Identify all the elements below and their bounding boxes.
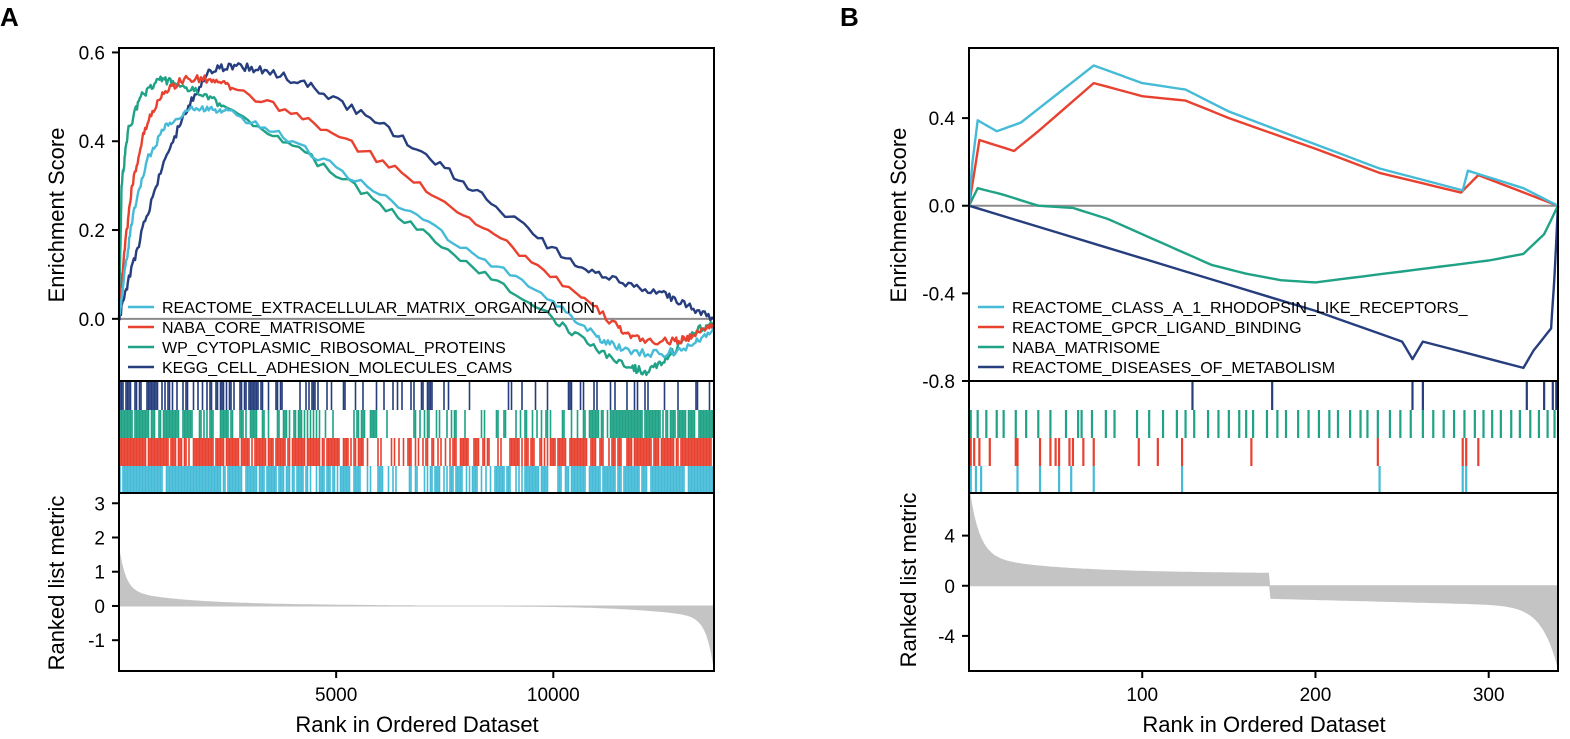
legend-entry: REACTOME_GPCR_LIGAND_BINDING (1012, 320, 1302, 337)
legend-entry: NABA_CORE_MATRISOME (162, 320, 365, 337)
panel-a-metric-layer (118, 549, 715, 668)
metric-ytick-label: 1 (94, 563, 105, 584)
metric-ytick-label: 0 (944, 577, 955, 598)
rug-row-reactome-extracellular-matrix-organization (119, 466, 714, 493)
rug-row-reactome-class-a-1-rhodopsin-like-receptors- (969, 466, 1468, 493)
panel-b-es-ylabel: Enrichment Score (886, 128, 911, 303)
es-curve-naba-matrisome (967, 187, 1560, 284)
panel-a-es-layer (117, 62, 716, 377)
es-ytick-label: 0.2 (79, 221, 105, 242)
ranked-metric-area (118, 549, 715, 668)
es-ytick-label: -0.4 (922, 284, 955, 305)
metric-ytick-label: 4 (944, 527, 955, 548)
es-ytick-label: 0.0 (79, 310, 105, 331)
rug-row-wp-cytoplasmic-ribosomal-proteins (119, 410, 714, 438)
panel-a-legend: REACTOME_EXTRACELLULAR_MATRIX_ORGANIZATI… (128, 300, 595, 377)
metric-ytick-label: 2 (94, 529, 105, 550)
xtick-label: 300 (1473, 685, 1505, 706)
metric-ytick-label: 0 (94, 597, 105, 618)
rug-plot-frame (968, 380, 1559, 494)
metric-ytick-label: -4 (938, 627, 955, 648)
es-curve-naba-core-matrisome (117, 74, 716, 346)
legend-entry: REACTOME_EXTRACELLULAR_MATRIX_ORGANIZATI… (162, 300, 595, 317)
panel-b-es-layer (967, 64, 1560, 370)
es-curve-wp-cytoplasmic-ribosomal-proteins (117, 75, 715, 377)
legend-entry: REACTOME_CLASS_A_1_RHODOPSIN_LIKE_RECEPT… (1012, 300, 1469, 317)
legend-entry: KEGG_CELL_ADHESION_MOLECULES_CAMS (162, 360, 512, 377)
panel-b-metric-ylabel: Ranked list metric (896, 493, 921, 668)
rug-row-kegg-cell-adhesion-molecules-cams (119, 382, 711, 410)
panel-b-legend: REACTOME_CLASS_A_1_RHODOPSIN_LIKE_RECEPT… (978, 300, 1469, 377)
legend-entry: REACTOME_DISEASES_OF_METABOLISM (1012, 360, 1335, 377)
xtick-label: 200 (1300, 685, 1332, 706)
panel-b-metric-layer (968, 487, 1559, 668)
metric-ytick-label: -1 (88, 631, 105, 652)
rug-row-naba-matrisome (969, 410, 1556, 438)
legend-entry: NABA_MATRISOME (1012, 340, 1160, 357)
panel-b-xlabel: Rank in Ordered Dataset (1142, 712, 1385, 737)
panel-a-metric-ylabel: Ranked list metric (44, 496, 69, 671)
es-curve-reactome-extracellular-matrix-organization (117, 105, 716, 359)
panel-a-axes-layer: 0.0 0.2 0.4 0.6 -1 0 1 2 3 5000 10000 (79, 43, 715, 706)
es-curve-kegg-cell-adhesion-molecules-cams (118, 62, 715, 322)
es-curve-reactome-gpcr-ligand-binding (967, 81, 1559, 207)
metric-plot-frame (118, 492, 715, 672)
panel-a: A 0.0 0.2 0.4 0.6 -1 0 1 2 3 5000 10000 REACTOME_E… (0, 2, 716, 737)
legend-entry: WP_CYTOPLASMIC_RIBOSOMAL_PROTEINS (162, 340, 506, 357)
xtick-label: 5000 (315, 685, 357, 706)
rug-row-reactome-diseases-of-metabolism (1191, 382, 1558, 410)
panel-b: B -0.8 -0.4 0.0 0.4 -4 0 4 100 200 300 REACTOME_C… (840, 2, 1560, 737)
panel-label-a: A (0, 2, 19, 32)
panel-b-rug-layer (969, 382, 1558, 493)
rug-row-reactome-gpcr-ligand-binding (969, 438, 1480, 466)
metric-ytick-label: 3 (94, 494, 105, 515)
es-ytick-label: 0.0 (929, 197, 955, 218)
metric-plot-frame (968, 492, 1559, 672)
panel-b-axes-layer: -0.8 -0.4 0.0 0.4 -4 0 4 100 200 300 (922, 47, 1559, 706)
es-curve-reactome-diseases-of-metabolism (968, 204, 1560, 370)
rug-row-naba-core-matrisome (119, 438, 712, 466)
es-curve-reactome-class-a-1-rhodopsin-like-receptors- (967, 64, 1559, 207)
panel-a-xlabel: Rank in Ordered Dataset (295, 712, 538, 737)
ranked-metric-area (968, 487, 1559, 668)
panel-a-es-ylabel: Enrichment Score (44, 128, 69, 303)
es-ytick-label: -0.8 (922, 372, 955, 393)
panel-label-b: B (840, 2, 859, 32)
xtick-label: 100 (1126, 685, 1158, 706)
es-ytick-label: 0.4 (79, 132, 106, 153)
es-ytick-label: 0.6 (79, 43, 105, 64)
panel-a-rug-layer (119, 382, 714, 493)
xtick-label: 10000 (527, 685, 580, 706)
es-ytick-label: 0.4 (929, 109, 956, 130)
